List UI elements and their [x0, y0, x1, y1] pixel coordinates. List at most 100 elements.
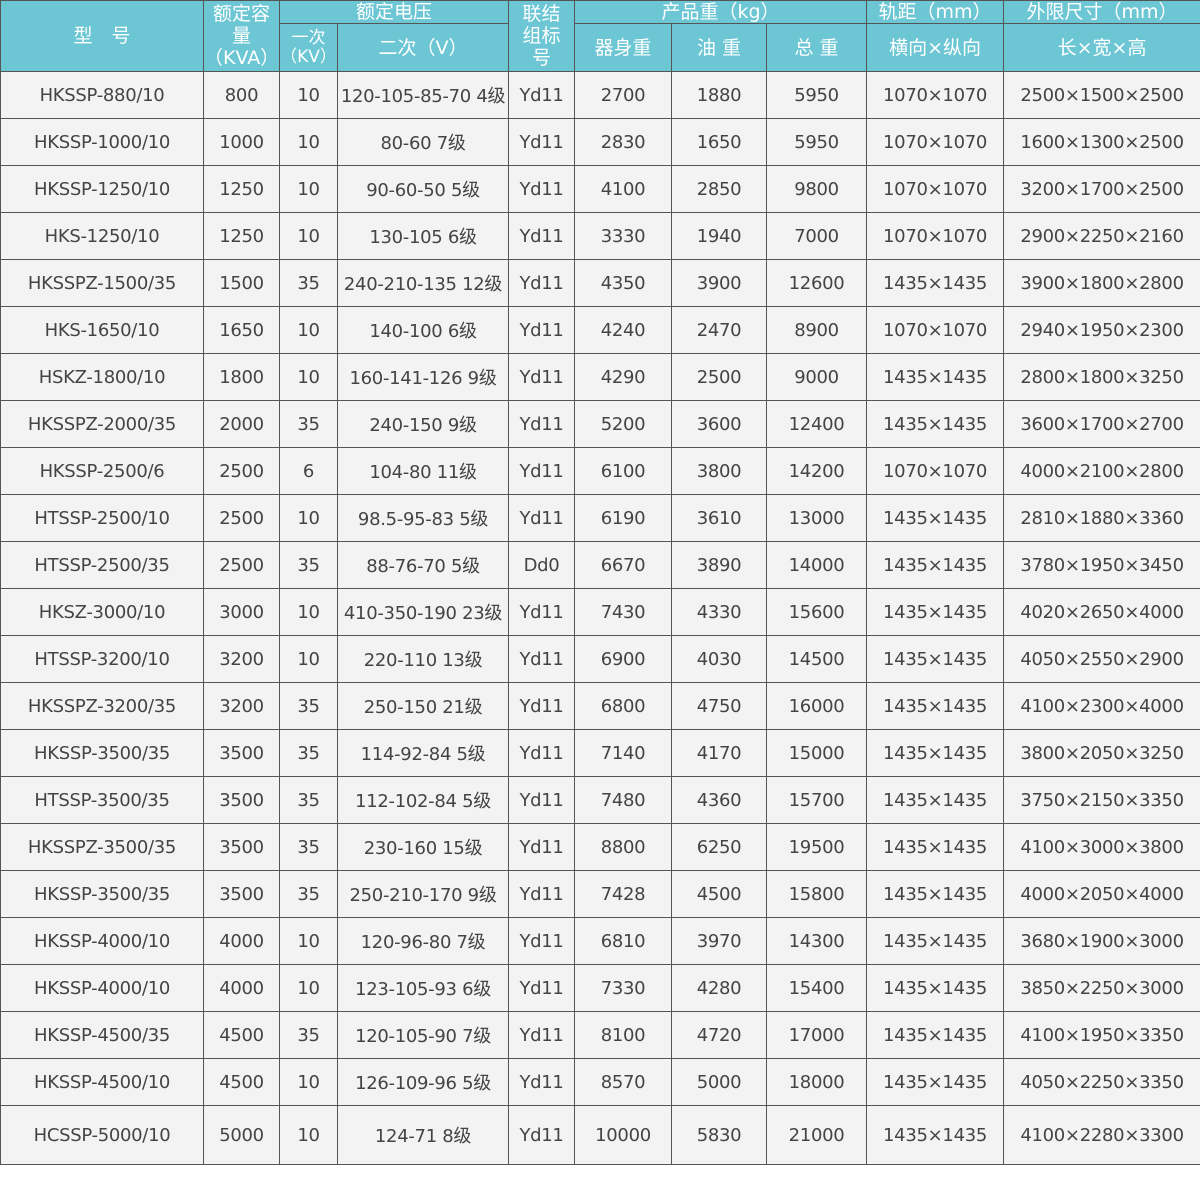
cell-dimensions: 4000×2050×4000	[1003, 870, 1200, 918]
cell-total-weight: 21000	[766, 1105, 868, 1165]
cell-secondary-voltage: 130-105 6级	[336, 212, 510, 260]
cell-secondary-voltage: 123-105-93 6级	[336, 964, 510, 1012]
cell-capacity: 4500	[203, 1058, 280, 1106]
cell-dimensions: 2500×1500×2500	[1003, 71, 1200, 119]
cell-dimensions: 4050×2250×3350	[1003, 1058, 1200, 1106]
table-row: HKSSP-2500/6 2500 6 104-80 11级 Yd11 6100 3800 1…	[0, 447, 1200, 495]
cell-vector-group: Yd11	[508, 212, 576, 260]
cell-vector-group: Yd11	[508, 917, 576, 965]
header-dimensions-sub: 长×宽×高	[1003, 23, 1200, 72]
cell-dimensions: 3900×1800×2800	[1003, 259, 1200, 307]
cell-dimensions: 4050×2550×2900	[1003, 635, 1200, 683]
cell-total-weight: 14200	[766, 447, 868, 495]
cell-primary-voltage: 6	[279, 447, 338, 495]
cell-primary-voltage: 35	[279, 870, 338, 918]
cell-gauge: 1070×1070	[866, 118, 1005, 166]
table-row: HTSSP-3200/10 3200 10 220-110 13级 Yd11 6900 40…	[0, 635, 1200, 683]
cell-gauge: 1070×1070	[866, 212, 1005, 260]
cell-primary-voltage: 10	[279, 212, 338, 260]
cell-dimensions: 3200×1700×2500	[1003, 165, 1200, 213]
cell-vector-group: Yd11	[508, 682, 576, 730]
cell-model: HKSSP-4500/10	[0, 1058, 204, 1106]
cell-body-weight: 6100	[574, 447, 673, 495]
cell-oil-weight: 2850	[671, 165, 768, 213]
cell-model: HTSSP-3500/35	[0, 776, 204, 824]
cell-oil-weight: 3600	[671, 400, 768, 448]
cell-vector-group: Yd11	[508, 588, 576, 636]
header-oil-weight: 油 重	[671, 23, 768, 72]
cell-oil-weight: 3970	[671, 917, 768, 965]
cell-body-weight: 6810	[574, 917, 673, 965]
cell-model: HKSSP-4500/35	[0, 1011, 204, 1059]
cell-dimensions: 2940×1950×2300	[1003, 306, 1200, 354]
cell-body-weight: 8100	[574, 1011, 673, 1059]
cell-primary-voltage: 35	[279, 823, 338, 871]
cell-oil-weight: 5000	[671, 1058, 768, 1106]
header-gauge-sub: 横向×纵向	[866, 23, 1005, 72]
cell-primary-voltage: 10	[279, 306, 338, 354]
cell-gauge: 1435×1435	[866, 635, 1005, 683]
cell-vector-group: Yd11	[508, 964, 576, 1012]
cell-secondary-voltage: 140-100 6级	[336, 306, 510, 354]
cell-gauge: 1435×1435	[866, 353, 1005, 401]
cell-gauge: 1070×1070	[866, 447, 1005, 495]
cell-total-weight: 15700	[766, 776, 868, 824]
cell-vector-group: Yd11	[508, 118, 576, 166]
cell-model: HKSSP-4000/10	[0, 917, 204, 965]
cell-capacity: 1650	[203, 306, 280, 354]
cell-capacity: 3200	[203, 635, 280, 683]
cell-dimensions: 3800×2050×3250	[1003, 729, 1200, 777]
cell-oil-weight: 4720	[671, 1011, 768, 1059]
cell-dimensions: 4100×1950×3350	[1003, 1011, 1200, 1059]
table-row: HKSSPZ-3200/35 3200 35 250-150 21级 Yd11 6800 4…	[0, 682, 1200, 730]
cell-secondary-voltage: 126-109-96 5级	[336, 1058, 510, 1106]
cell-primary-voltage: 10	[279, 588, 338, 636]
cell-gauge: 1435×1435	[866, 400, 1005, 448]
cell-primary-voltage: 35	[279, 682, 338, 730]
cell-secondary-voltage: 240-210-135 12级	[336, 259, 510, 307]
cell-vector-group: Yd11	[508, 870, 576, 918]
cell-total-weight: 9800	[766, 165, 868, 213]
cell-secondary-voltage: 98.5-95-83 5级	[336, 494, 510, 542]
cell-total-weight: 15600	[766, 588, 868, 636]
cell-vector-group: Yd11	[508, 729, 576, 777]
cell-capacity: 2000	[203, 400, 280, 448]
cell-secondary-voltage: 240-150 9级	[336, 400, 510, 448]
cell-model: HCSSP-5000/10	[0, 1105, 204, 1165]
table-row: HKS-1650/10 1650 10 140-100 6级 Yd11 4240 2470 8…	[0, 306, 1200, 354]
cell-primary-voltage: 10	[279, 494, 338, 542]
cell-vector-group: Yd11	[508, 776, 576, 824]
cell-total-weight: 14500	[766, 635, 868, 683]
cell-secondary-voltage: 112-102-84 5级	[336, 776, 510, 824]
cell-oil-weight: 3900	[671, 259, 768, 307]
cell-primary-voltage: 35	[279, 259, 338, 307]
cell-vector-group: Yd11	[508, 635, 576, 683]
table-row: HTSSP-3500/35 3500 35 112-102-84 5级 Yd11 7480…	[0, 776, 1200, 824]
table-row: HKSSP-4000/10 4000 10 120-96-80 7级 Yd11 6810 3…	[0, 917, 1200, 965]
cell-total-weight: 19500	[766, 823, 868, 871]
header-rated-voltage: 额定电压	[278, 0, 510, 24]
cell-model: HTSSP-2500/35	[0, 541, 204, 589]
cell-secondary-voltage: 104-80 11级	[336, 447, 510, 495]
cell-dimensions: 2800×1800×3250	[1003, 353, 1200, 401]
cell-vector-group: Yd11	[508, 1105, 576, 1165]
table-row: HKSSPZ-1500/35 1500 35 240-210-135 12级 Yd11 4…	[0, 259, 1200, 307]
cell-primary-voltage: 35	[279, 729, 338, 777]
table-row: HKSSP-3500/35 3500 35 114-92-84 5级 Yd11 7140 4…	[0, 729, 1200, 777]
cell-dimensions: 3850×2250×3000	[1003, 964, 1200, 1012]
cell-secondary-voltage: 80-60 7级	[336, 118, 510, 166]
cell-capacity: 3500	[203, 870, 280, 918]
cell-secondary-voltage: 250-150 21级	[336, 682, 510, 730]
cell-oil-weight: 1650	[671, 118, 768, 166]
cell-capacity: 5000	[203, 1105, 280, 1165]
cell-dimensions: 3750×2150×3350	[1003, 776, 1200, 824]
cell-model: HKSSP-880/10	[0, 71, 204, 119]
header-vector-group: 联结组标号	[508, 0, 576, 72]
cell-body-weight: 6800	[574, 682, 673, 730]
cell-gauge: 1435×1435	[866, 823, 1005, 871]
cell-vector-group: Dd0	[508, 541, 576, 589]
table-row: HKSSP-880/10 800 10 120-105-85-70 4级 Yd11 270…	[0, 71, 1200, 119]
cell-vector-group: Yd11	[508, 494, 576, 542]
cell-gauge: 1435×1435	[866, 729, 1005, 777]
